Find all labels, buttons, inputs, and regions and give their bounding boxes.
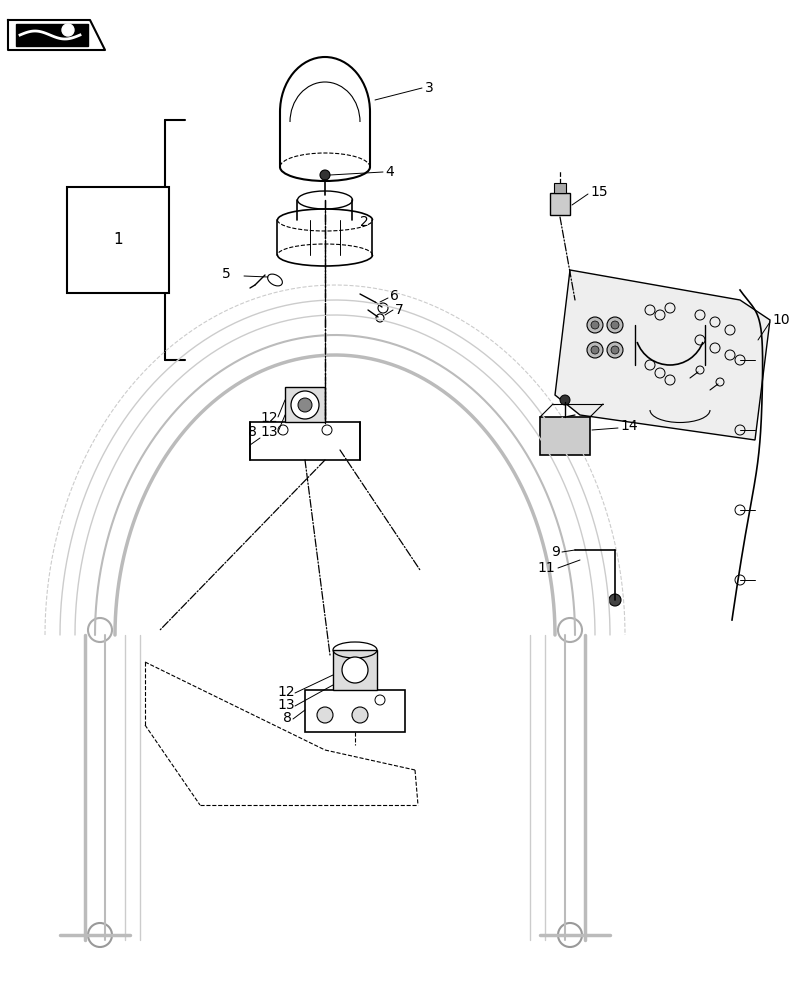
Circle shape [341, 657, 367, 683]
Text: 13: 13 [277, 698, 294, 712]
Text: 5: 5 [221, 267, 230, 281]
Text: 6: 6 [389, 289, 398, 303]
Circle shape [560, 395, 569, 405]
Bar [285, 387, 324, 422]
Text: 13: 13 [260, 425, 277, 439]
Circle shape [290, 391, 319, 419]
Circle shape [610, 321, 618, 329]
Polygon shape [8, 20, 105, 50]
Circle shape [320, 170, 329, 180]
Bar [250, 422, 359, 460]
Text: 2: 2 [359, 215, 368, 229]
Bar [305, 690, 405, 732]
Circle shape [607, 342, 622, 358]
Text: 3: 3 [424, 81, 433, 95]
Circle shape [610, 346, 618, 354]
Bar [553, 183, 565, 193]
Text: 12: 12 [260, 411, 277, 425]
Text: 12: 12 [277, 685, 294, 699]
Bar [333, 650, 376, 690]
Text: 14: 14 [620, 419, 637, 433]
Circle shape [62, 24, 74, 36]
Bar [539, 417, 590, 455]
Text: 7: 7 [394, 303, 403, 317]
Text: 11: 11 [537, 561, 554, 575]
Text: 4: 4 [384, 165, 393, 179]
Circle shape [88, 923, 112, 947]
Circle shape [590, 321, 599, 329]
Bar [16, 24, 88, 46]
Text: 8: 8 [283, 711, 292, 725]
Circle shape [557, 923, 581, 947]
Bar [549, 193, 569, 215]
Circle shape [316, 707, 333, 723]
Polygon shape [554, 270, 769, 440]
Text: 10: 10 [771, 313, 788, 327]
Circle shape [557, 618, 581, 642]
Circle shape [298, 398, 311, 412]
Text: 9: 9 [551, 545, 560, 559]
Text: 8: 8 [247, 425, 256, 439]
Circle shape [88, 618, 112, 642]
Circle shape [590, 346, 599, 354]
Text: 1: 1 [113, 232, 122, 247]
Text: 15: 15 [590, 185, 607, 199]
Circle shape [608, 594, 620, 606]
Circle shape [586, 317, 603, 333]
Circle shape [586, 342, 603, 358]
Circle shape [607, 317, 622, 333]
Circle shape [351, 707, 367, 723]
